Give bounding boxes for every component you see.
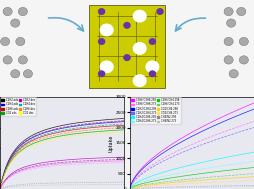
Circle shape xyxy=(124,55,130,60)
Circle shape xyxy=(11,19,20,27)
Circle shape xyxy=(133,43,146,54)
Circle shape xyxy=(23,70,33,78)
Circle shape xyxy=(124,23,130,28)
Circle shape xyxy=(149,71,155,77)
Circle shape xyxy=(11,70,20,78)
Circle shape xyxy=(239,56,248,64)
Circle shape xyxy=(224,37,233,46)
Circle shape xyxy=(133,10,146,22)
Circle shape xyxy=(157,9,163,14)
Circle shape xyxy=(237,7,246,16)
Circle shape xyxy=(224,56,233,64)
Circle shape xyxy=(99,39,105,44)
Circle shape xyxy=(18,7,27,16)
Circle shape xyxy=(99,9,105,14)
Circle shape xyxy=(16,37,25,46)
Circle shape xyxy=(1,37,10,46)
Y-axis label: Uptake: Uptake xyxy=(109,134,114,152)
Circle shape xyxy=(149,39,155,44)
Circle shape xyxy=(229,70,238,78)
Circle shape xyxy=(133,75,146,86)
Circle shape xyxy=(227,19,236,27)
Circle shape xyxy=(18,56,27,64)
Legend: C2H2 ads, C2H4 ads, C2H6 ads, CO2 ads, C2H2 des, C2H4 des, C2H6 des, CO2 des: C2H2 ads, C2H4 ads, C2H6 ads, CO2 ads, C… xyxy=(1,97,36,115)
Circle shape xyxy=(146,61,159,73)
Legend: C3H6/C3H8 298, C3H6/C3H8 273, C2H2/C2H4 298, C2H2/C2H4 273, C2H4/C2H6 298, C2H4/: C3H6/C3H8 298, C3H6/C3H8 273, C2H2/C2H4 … xyxy=(131,97,181,124)
Circle shape xyxy=(239,37,248,46)
Circle shape xyxy=(100,24,113,36)
Circle shape xyxy=(100,61,113,73)
Circle shape xyxy=(3,56,12,64)
Circle shape xyxy=(99,71,105,77)
Circle shape xyxy=(3,7,12,16)
Circle shape xyxy=(224,7,233,16)
FancyBboxPatch shape xyxy=(89,5,165,88)
